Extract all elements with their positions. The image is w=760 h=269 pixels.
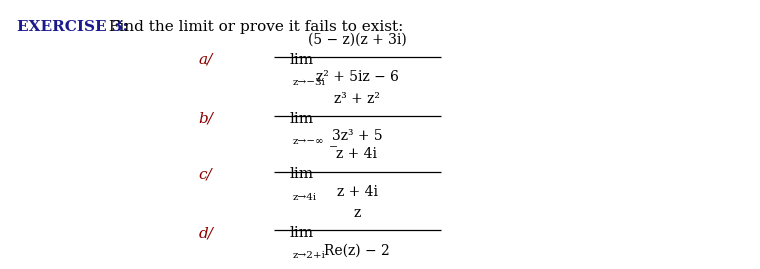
Text: z: z <box>353 206 361 220</box>
Text: lim: lim <box>289 167 313 181</box>
Text: lim: lim <box>289 226 313 240</box>
Text: 3z³ + 5: 3z³ + 5 <box>332 129 382 143</box>
Text: ̅z + 4i: ̅z + 4i <box>337 147 378 161</box>
Text: EXERCISE 3:: EXERCISE 3: <box>17 20 128 34</box>
Text: b/: b/ <box>198 112 213 126</box>
Text: d/: d/ <box>198 226 213 240</box>
Text: lim: lim <box>289 112 313 126</box>
Text: lim: lim <box>289 53 313 67</box>
Text: Find the limit or prove it fails to exist:: Find the limit or prove it fails to exis… <box>103 20 403 34</box>
Text: Re(z) − 2: Re(z) − 2 <box>325 243 390 257</box>
Text: z³ + z²: z³ + z² <box>334 91 380 105</box>
Text: a/: a/ <box>198 53 213 67</box>
Text: (5 − z)(z + 3i): (5 − z)(z + 3i) <box>308 33 407 47</box>
Text: z→4i: z→4i <box>293 193 317 201</box>
Text: z→−3i: z→−3i <box>293 78 326 87</box>
Text: z² + 5iz − 6: z² + 5iz − 6 <box>316 70 399 84</box>
Text: z + 4i: z + 4i <box>337 185 378 199</box>
Text: c/: c/ <box>198 167 212 181</box>
Text: z→−∞: z→−∞ <box>293 137 325 146</box>
Text: z→2+i: z→2+i <box>293 251 326 260</box>
